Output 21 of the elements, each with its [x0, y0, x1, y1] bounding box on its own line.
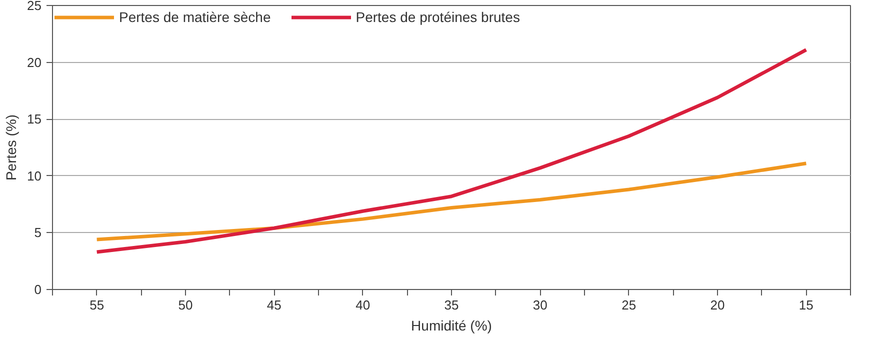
x-tick-label: 20 [710, 298, 725, 312]
x-tick-label: 45 [266, 298, 282, 312]
y-tick-label: 5 [34, 225, 42, 240]
x-tick-label: 50 [178, 298, 193, 312]
y-tick-label: 10 [27, 168, 42, 184]
line-series [95, 162, 808, 242]
x-tick-label: 30 [532, 298, 548, 312]
y-tick-label: 25 [27, 0, 42, 13]
x-axis-title: Humidité (%) [411, 318, 492, 334]
x-tick-label: 15 [798, 298, 814, 312]
x-tick-label: 40 [356, 298, 370, 312]
y-axis-title: Pertes (%) [3, 114, 20, 181]
x-tick-label: 25 [622, 298, 636, 312]
line-series [95, 48, 808, 254]
y-tick-label: 15 [27, 112, 42, 127]
legend-label: Pertes de matière sèche [119, 9, 271, 25]
y-tick-label: 20 [27, 54, 42, 70]
x-tick-label: 35 [444, 298, 459, 312]
x-tick-label: 55 [90, 298, 104, 312]
legend-label: Pertes de protéines brutes [356, 9, 520, 25]
y-tick-label: 0 [34, 282, 42, 297]
